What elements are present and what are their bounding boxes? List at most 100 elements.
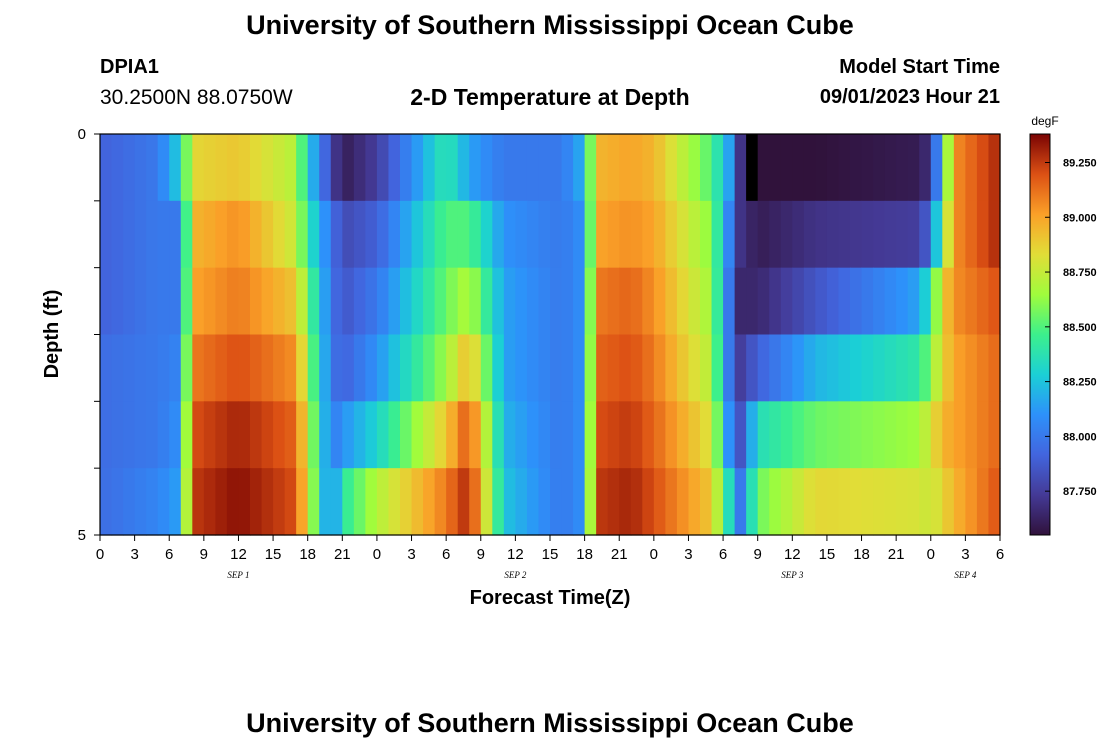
heatmap-cell: [930, 401, 943, 469]
heatmap-cell: [296, 468, 309, 536]
heatmap-cell: [815, 334, 828, 402]
heatmap-cell: [838, 468, 851, 536]
heatmap-cell: [676, 267, 690, 336]
heatmap-cell: [342, 334, 355, 402]
heatmap-cell: [619, 200, 632, 269]
heatmap-cell: [711, 267, 724, 336]
heatmap-cell: [803, 134, 816, 202]
heatmap-cell: [330, 200, 343, 269]
day-label: SEP 2: [504, 570, 527, 580]
heatmap-cell: [919, 267, 932, 336]
heatmap-cell: [919, 401, 932, 469]
heatmap-cell: [146, 134, 159, 202]
heatmap-cell: [319, 468, 332, 536]
heatmap-cell: [365, 334, 378, 402]
heatmap-cell: [307, 401, 320, 469]
x-tick-label: 6: [719, 546, 727, 563]
x-tick-label: 6: [165, 546, 173, 563]
heatmap-cell: [676, 134, 690, 202]
heatmap-cell: [884, 334, 897, 402]
heatmap-cell: [203, 468, 216, 536]
heatmap-cell: [273, 401, 286, 469]
heatmap-cell: [515, 267, 528, 336]
heatmap-cell: [238, 334, 251, 402]
heatmap-cell: [238, 200, 251, 269]
heatmap-cell: [861, 468, 874, 536]
heatmap-cell: [319, 134, 332, 202]
heatmap-cell: [688, 134, 701, 202]
heatmap-cell: [446, 401, 459, 469]
heatmap-cell: [896, 134, 909, 202]
heatmap-cell: [561, 334, 574, 402]
heatmap-cell: [411, 200, 424, 269]
heatmap-cell: [723, 401, 736, 469]
heatmap-cell: [342, 267, 355, 336]
heatmap-cell: [850, 267, 863, 336]
heatmap-cell: [550, 267, 563, 336]
heatmap-cell: [388, 134, 401, 202]
heatmap-cell: [192, 334, 205, 402]
heatmap-cell: [526, 334, 540, 402]
heatmap-cell: [596, 334, 609, 402]
heatmap-cell: [965, 134, 978, 202]
heatmap-cell: [180, 334, 193, 402]
x-tick-label: 12: [784, 546, 801, 563]
heatmap-cell: [330, 468, 343, 536]
heatmap-cell: [665, 468, 678, 536]
heatmap-cell: [630, 200, 643, 269]
heatmap-cell: [388, 267, 401, 336]
heatmap-cell: [734, 267, 747, 336]
heatmap-cell: [169, 134, 182, 202]
heatmap-cell: [769, 468, 782, 536]
heatmap-cell: [169, 200, 182, 269]
heatmap-cell: [873, 267, 886, 336]
heatmap-cell: [284, 134, 297, 202]
heatmap-cell: [803, 468, 816, 536]
heatmap-cell: [492, 401, 505, 469]
heatmap-cell: [180, 134, 193, 202]
heatmap-cell: [930, 334, 943, 402]
heatmap-cell: [134, 134, 147, 202]
heatmap-cell: [180, 267, 193, 336]
heatmap-cell: [965, 401, 978, 469]
heatmap-cell: [942, 267, 955, 336]
heatmap-cell: [388, 401, 401, 469]
heatmap-cell: [376, 267, 390, 336]
heatmap-cell: [607, 200, 620, 269]
heatmap-cell: [423, 334, 436, 402]
heatmap-cell: [711, 334, 724, 402]
colorbar-tick-label: 88.000: [1063, 431, 1097, 443]
heatmap-cell: [642, 267, 655, 336]
heatmap-cell: [342, 134, 355, 202]
heatmap-cell: [630, 334, 643, 402]
heatmap-cell: [100, 468, 113, 536]
heatmap-cell: [492, 334, 505, 402]
heatmap-cell: [953, 468, 966, 536]
x-tick-label: 21: [334, 546, 351, 563]
heatmap-cell: [434, 134, 447, 202]
heatmap-cell: [769, 401, 782, 469]
day-label: SEP 1: [227, 570, 249, 580]
heatmap-cell: [365, 267, 378, 336]
heatmap-cell: [850, 334, 863, 402]
heatmap-cell: [134, 334, 147, 402]
heatmap-cell: [250, 200, 263, 269]
heatmap-cell: [457, 200, 470, 269]
x-tick-label: 15: [265, 546, 282, 563]
heatmap-cell: [573, 468, 586, 536]
heatmap-cell: [226, 134, 240, 202]
heatmap-cell: [180, 401, 193, 469]
heatmap-cell: [803, 200, 816, 269]
heatmap-cell: [480, 267, 493, 336]
colorbar-tick-label: 88.250: [1063, 377, 1097, 389]
heatmap-cell: [400, 401, 413, 469]
heatmap-cell: [307, 267, 320, 336]
heatmap-cell: [446, 334, 459, 402]
heatmap-cell: [100, 401, 113, 469]
heatmap-cell: [942, 200, 955, 269]
heatmap-cell: [965, 267, 978, 336]
colorbar-tick-label: 88.500: [1063, 322, 1097, 334]
x-tick-label: 18: [853, 546, 870, 563]
heatmap-cell: [388, 468, 401, 536]
y-axis-title: Depth (ft): [41, 290, 63, 379]
